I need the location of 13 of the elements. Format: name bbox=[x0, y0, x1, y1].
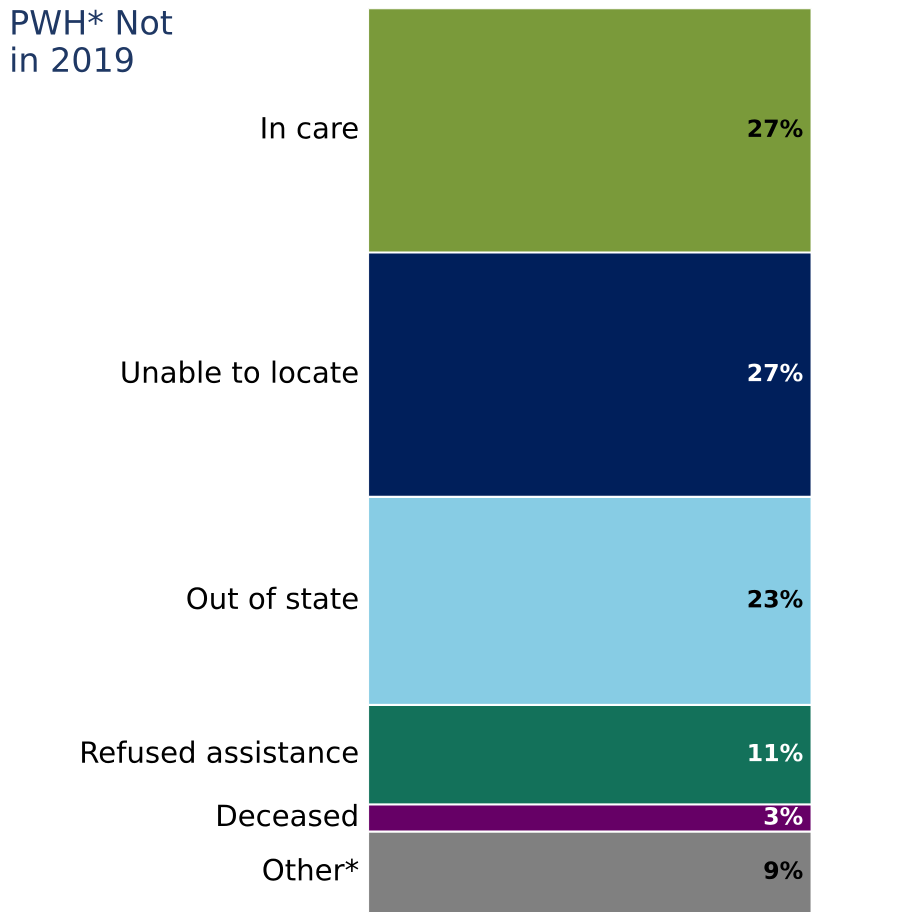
series-label: Other* bbox=[263, 858, 358, 881]
series-label: In care bbox=[262, 117, 358, 139]
data-label: 11% bbox=[749, 744, 803, 762]
series-label: Out of state bbox=[187, 586, 358, 610]
series-label: Unable to locate bbox=[122, 360, 358, 384]
data-label: 23% bbox=[748, 590, 803, 608]
data-label: 27% bbox=[748, 364, 803, 382]
data-label: 9% bbox=[764, 861, 803, 880]
series-label: Deceased bbox=[218, 804, 357, 826]
data-label: 3% bbox=[764, 806, 803, 825]
data-label: 27% bbox=[748, 119, 803, 138]
series-label: Refused assistance bbox=[82, 740, 358, 764]
text: PWH* Not in 2019 bbox=[12, 10, 172, 72]
